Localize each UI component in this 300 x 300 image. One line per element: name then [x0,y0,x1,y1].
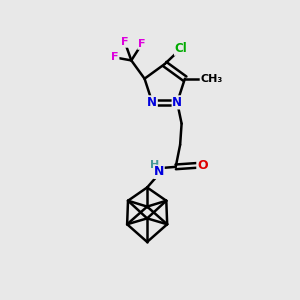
Text: O: O [197,159,208,172]
Text: CH₃: CH₃ [200,74,223,84]
Text: N: N [154,165,164,178]
Text: H: H [150,160,159,170]
Text: N: N [172,96,182,109]
Text: Cl: Cl [175,42,187,55]
Text: F: F [138,39,146,49]
Text: F: F [121,37,129,47]
Text: F: F [111,52,119,62]
Text: N: N [147,96,157,109]
